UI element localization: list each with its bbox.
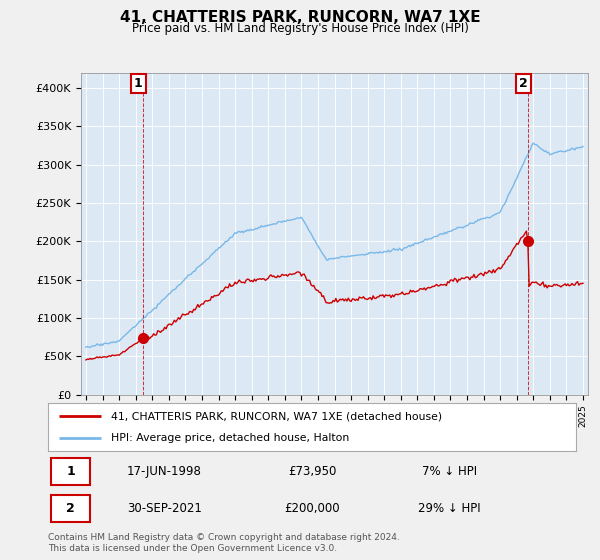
Text: 41, CHATTERIS PARK, RUNCORN, WA7 1XE (detached house): 41, CHATTERIS PARK, RUNCORN, WA7 1XE (de… xyxy=(112,411,442,421)
FancyBboxPatch shape xyxy=(50,458,90,485)
Text: 1: 1 xyxy=(67,465,75,478)
Text: 2: 2 xyxy=(67,502,75,515)
Text: 30-SEP-2021: 30-SEP-2021 xyxy=(127,502,202,515)
Text: £73,950: £73,950 xyxy=(288,465,336,478)
Text: Contains HM Land Registry data © Crown copyright and database right 2024.
This d: Contains HM Land Registry data © Crown c… xyxy=(48,533,400,553)
Text: 2: 2 xyxy=(519,77,528,90)
Text: £200,000: £200,000 xyxy=(284,502,340,515)
Text: 1: 1 xyxy=(134,77,143,90)
Text: HPI: Average price, detached house, Halton: HPI: Average price, detached house, Halt… xyxy=(112,433,350,443)
FancyBboxPatch shape xyxy=(50,495,90,522)
Text: 7% ↓ HPI: 7% ↓ HPI xyxy=(422,465,477,478)
Text: 29% ↓ HPI: 29% ↓ HPI xyxy=(418,502,481,515)
Text: 41, CHATTERIS PARK, RUNCORN, WA7 1XE: 41, CHATTERIS PARK, RUNCORN, WA7 1XE xyxy=(119,10,481,25)
Text: 17-JUN-1998: 17-JUN-1998 xyxy=(127,465,202,478)
Text: Price paid vs. HM Land Registry's House Price Index (HPI): Price paid vs. HM Land Registry's House … xyxy=(131,22,469,35)
